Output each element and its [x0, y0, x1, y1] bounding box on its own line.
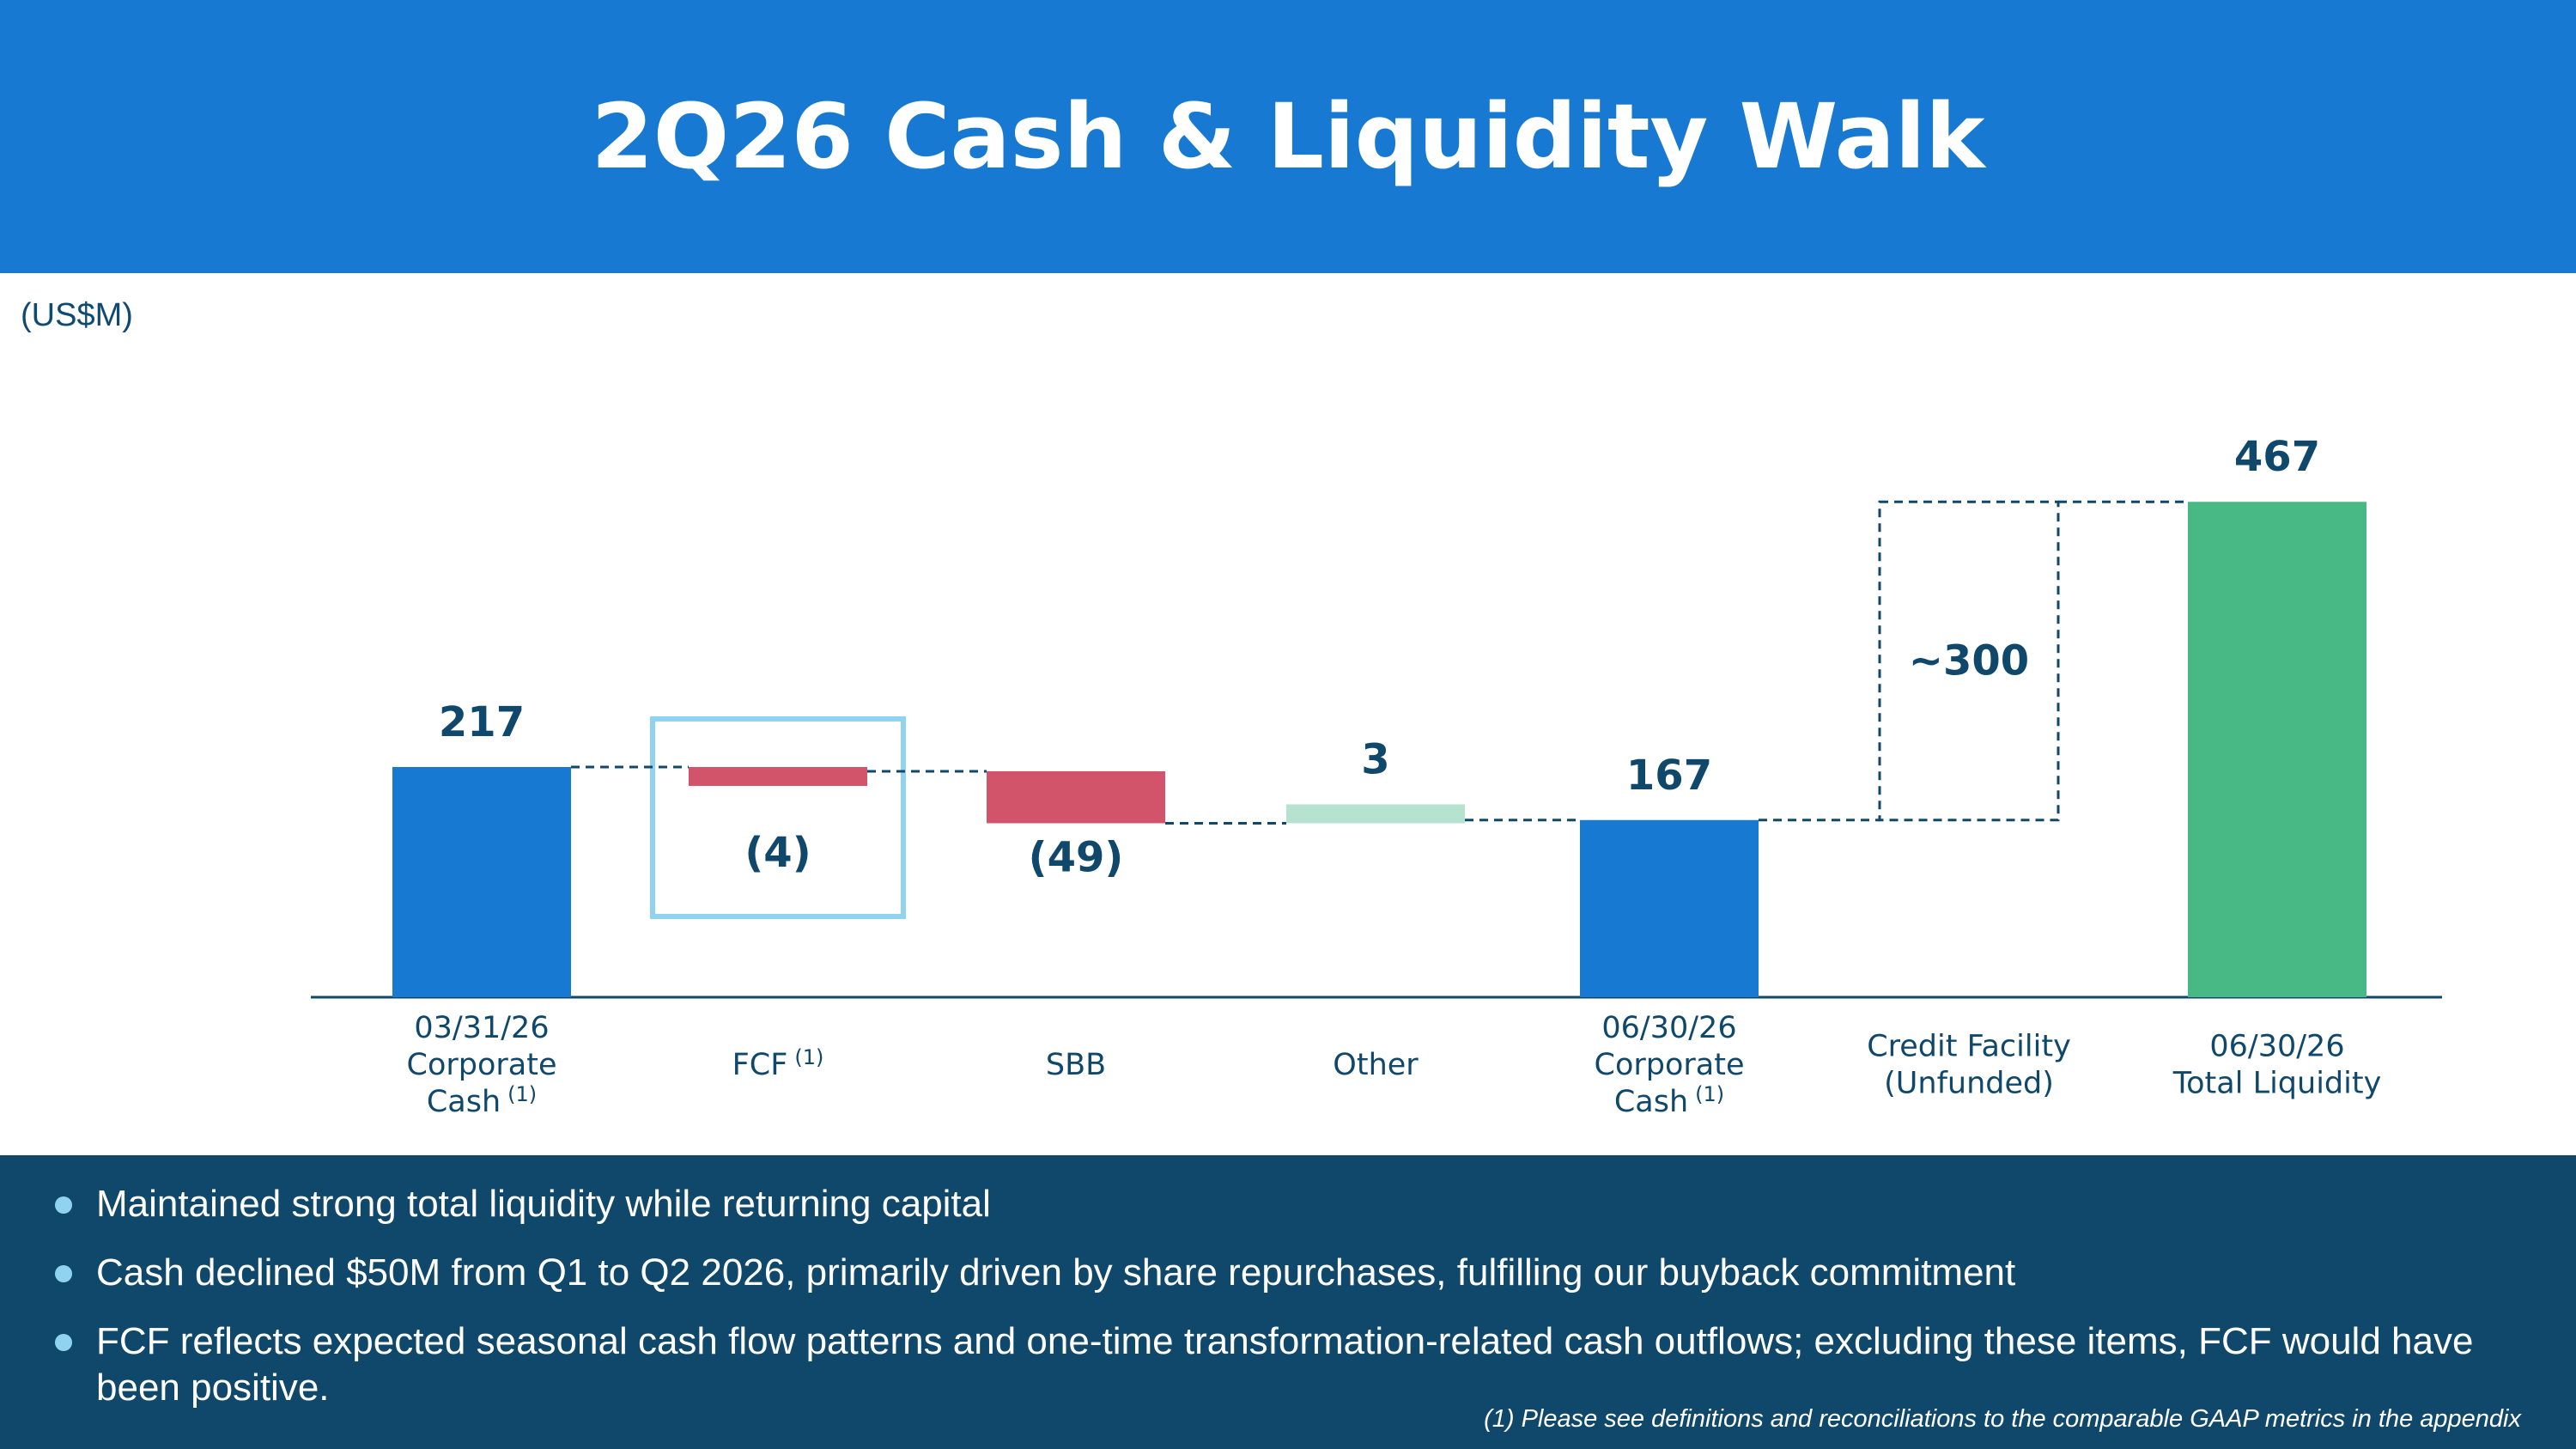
category-label: (Unfunded) — [1884, 1067, 2054, 1101]
category-label: 06/30/26 — [2209, 1030, 2344, 1064]
bar-delta — [689, 767, 867, 786]
category-label: Cash (1) — [427, 1082, 537, 1119]
title-banner: 2Q26 Cash & Liquidity Walk — [0, 0, 2576, 273]
category-label: SBB — [1046, 1048, 1106, 1082]
waterfall-chart: 217(4) (49)3 167~30046703/31/26CorporateCa… — [311, 433, 2442, 1119]
bar-delta — [1286, 804, 1465, 824]
takeaway-text: Cash declined $50M from Q1 to Q2 2026, p… — [96, 1251, 2016, 1294]
category-label: FCF (1) — [732, 1045, 824, 1082]
data-label: 467 — [2234, 433, 2320, 481]
bar-total — [392, 767, 571, 997]
takeaway-text: FCF reflects expected seasonal cash flow… — [96, 1320, 2474, 1409]
data-label: 167 — [1626, 752, 1712, 800]
category-label: Other — [1333, 1048, 1419, 1082]
data-label: 217 — [439, 698, 525, 746]
category-label: Corporate — [1595, 1048, 1745, 1082]
category-label: Corporate — [407, 1048, 557, 1082]
bar-unfunded — [1878, 500, 2060, 822]
takeaway-text: Maintained strong total liquidity while … — [96, 1183, 991, 1225]
footnote: (1) Please see definitions and reconcili… — [1484, 1405, 2521, 1433]
category-label: 03/31/26 — [414, 1011, 549, 1045]
footnote-marker: (1) — [1695, 1082, 1724, 1106]
footnote-marker: (1) — [794, 1045, 823, 1069]
bar-total — [2188, 502, 2366, 997]
category-label: 06/30/26 — [1601, 1011, 1736, 1045]
category-label: Cash (1) — [1614, 1082, 1724, 1119]
category-label: Total Liquidity — [2172, 1067, 2382, 1101]
takeaways-panel: Maintained strong total liquidity while … — [0, 1155, 2576, 1449]
data-label: ~300 — [1909, 636, 2029, 685]
page-title: 2Q26 Cash & Liquidity Walk — [591, 84, 1985, 189]
takeaway-item: FCF reflects expected seasonal cash flow… — [52, 1318, 2542, 1411]
takeaways-list: Maintained strong total liquidity while … — [52, 1181, 2542, 1434]
bullet-dot-icon — [55, 1196, 72, 1214]
takeaway-item: Maintained strong total liquidity while … — [52, 1181, 2542, 1227]
bullet-dot-icon — [55, 1265, 72, 1282]
data-label: (4) — [744, 829, 811, 877]
bullet-dot-icon — [55, 1334, 72, 1351]
footnote-marker: (1) — [507, 1082, 537, 1106]
data-label: (49) — [1029, 833, 1124, 881]
data-label: 3 — [1361, 735, 1389, 783]
units-label: (US$M) — [21, 297, 133, 333]
category-label: Credit Facility — [1867, 1030, 2071, 1064]
highlight-box — [650, 716, 906, 919]
takeaway-item: Cash declined $50M from Q1 to Q2 2026, p… — [52, 1250, 2542, 1296]
bar-delta — [987, 770, 1165, 824]
bar-total — [1580, 819, 1759, 997]
